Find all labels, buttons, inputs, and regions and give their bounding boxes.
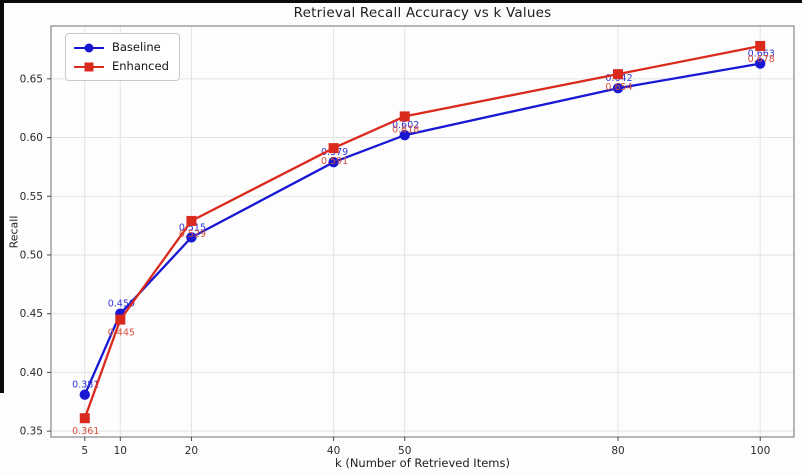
y-tick-label: 0.45: [20, 308, 43, 320]
enhanced-marker: [399, 111, 410, 122]
x-tick-label: 10: [114, 445, 127, 457]
baseline-point-label: 0.663: [748, 49, 775, 60]
enhanced-marker: [186, 215, 197, 226]
legend-item-enhanced: Enhanced: [74, 57, 169, 76]
baseline-point-label: 0.450: [108, 299, 135, 310]
enhanced-marker: [613, 69, 624, 80]
baseline-point-label: 0.602: [392, 120, 419, 131]
enhanced-marker: [755, 40, 766, 51]
x-tick-label: 5: [81, 445, 88, 457]
y-axis-title: Recall: [7, 215, 21, 249]
chart-title: Retrieval Recall Accuracy vs k Values: [293, 5, 552, 21]
enhanced-marker: [115, 314, 126, 325]
x-tick-label: 40: [327, 445, 340, 457]
baseline-marker: [328, 157, 339, 168]
baseline-marker: [79, 389, 90, 400]
legend-label-enhanced: Enhanced: [112, 58, 169, 73]
enhanced-marker: [79, 413, 90, 424]
x-axis-title: k (Number of Retrieved Items): [335, 456, 510, 470]
baseline-line-marker-icon: [74, 43, 104, 53]
legend-item-baseline: Baseline: [74, 38, 169, 57]
baseline-marker: [755, 58, 766, 69]
baseline-marker: [612, 83, 624, 94]
enhanced-point-label: 0.445: [108, 328, 135, 339]
enhanced-point-label: 0.361: [72, 426, 99, 437]
baseline-point-label: 0.381: [72, 380, 99, 391]
y-tick-label: 0.50: [20, 249, 43, 261]
enhanced-point-label: 0.591: [321, 156, 348, 167]
enhanced-marker: [328, 143, 339, 154]
x-tick-label: 50: [398, 445, 411, 457]
enhanced-point-label: 0.654: [605, 82, 632, 93]
x-tick-label: 100: [750, 445, 770, 457]
baseline-point-label: 0.515: [179, 222, 206, 233]
y-tick-label: 0.40: [20, 367, 43, 379]
y-tick-label: 0.60: [20, 132, 43, 144]
legend: Baseline Enhanced: [65, 33, 180, 81]
x-tick-label: 80: [611, 445, 624, 457]
screenshot-frame-left: [0, 0, 4, 393]
enhanced-line-marker-icon: [74, 62, 104, 72]
legend-label-baseline: Baseline: [112, 39, 161, 54]
screenshot-frame-top: [0, 0, 802, 3]
y-tick-label: 0.55: [20, 191, 43, 203]
baseline-marker: [399, 130, 410, 141]
enhanced-point-label: 0.678: [748, 54, 775, 65]
enhanced-point-label: 0.529: [179, 229, 206, 240]
enhanced-point-label: 0.618: [392, 124, 419, 135]
x-tick-label: 20: [185, 445, 198, 457]
plot-border: [50, 25, 795, 438]
y-tick-label: 0.65: [20, 73, 43, 85]
baseline-marker: [186, 232, 197, 243]
y-tick-label: 0.35: [20, 426, 43, 438]
